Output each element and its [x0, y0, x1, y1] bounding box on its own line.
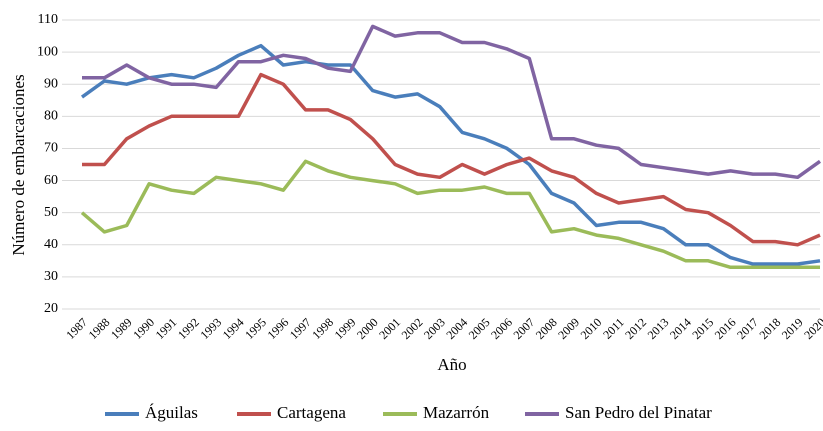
x-tick-label: 2004	[443, 315, 470, 342]
x-axis-label: Año	[437, 355, 466, 374]
x-tick-label: 1990	[130, 315, 157, 342]
x-tick-label: 2002	[399, 315, 426, 342]
x-tick-label: 2009	[555, 315, 582, 342]
series-line	[82, 24, 822, 180]
x-tick-label: 1994	[220, 315, 247, 342]
y-tick-label: 40	[44, 237, 58, 252]
x-tick-label: 1992	[175, 315, 202, 342]
x-tick-label: 2008	[533, 315, 560, 342]
x-tick-label: 2019	[779, 315, 806, 342]
x-tick-label: 2017	[734, 315, 761, 342]
x-tick-label: 2006	[488, 315, 515, 342]
y-tick-label: 70	[44, 141, 58, 156]
x-tick-label: 2020	[801, 315, 823, 342]
x-tick-label: 1999	[332, 315, 359, 342]
y-tick-label: 20	[44, 301, 58, 316]
series-line	[82, 72, 821, 247]
x-tick-label: 2015	[689, 315, 716, 342]
x-tick-label: 1991	[153, 315, 180, 342]
x-tick-label: 1993	[197, 315, 224, 342]
y-tick-label: 30	[44, 269, 58, 284]
x-tick-label: 2016	[712, 315, 739, 342]
y-tick-label: 50	[44, 205, 58, 220]
x-tick-label: 1988	[86, 315, 113, 342]
x-tick-label: 1998	[309, 315, 336, 342]
legend-label: Mazarrón	[423, 403, 490, 422]
x-tick-label: 2001	[376, 315, 403, 342]
series-line	[80, 43, 821, 266]
x-tick-label: 1995	[242, 315, 269, 342]
x-tick-label: 2007	[510, 315, 537, 342]
x-tick-label: 1997	[287, 315, 314, 342]
legend-label: Águilas	[145, 403, 198, 422]
x-tick-label: 1996	[264, 315, 291, 342]
y-tick-label: 80	[44, 109, 58, 124]
y-tick-label: 60	[44, 173, 58, 188]
x-tick-label: 1987	[63, 315, 90, 342]
y-tick-label: 90	[44, 76, 58, 91]
x-tick-label: 2003	[421, 315, 448, 342]
legend-label: San Pedro del Pinatar	[565, 403, 712, 422]
x-tick-label: 2013	[645, 315, 672, 342]
x-tick-label: 2011	[600, 315, 627, 342]
x-tick-label: 2012	[622, 315, 649, 342]
x-tick-label: 2005	[466, 315, 493, 342]
x-tick-label: 1989	[108, 315, 135, 342]
y-tick-label: 100	[37, 44, 58, 59]
x-tick-label: 2014	[667, 315, 694, 342]
x-tick-label: 2000	[354, 315, 381, 342]
x-tick-label: 2018	[756, 315, 783, 342]
x-tick-label: 2010	[578, 315, 605, 342]
y-tick-label: 110	[38, 12, 58, 27]
legend-label: Cartagena	[277, 403, 346, 422]
y-axis-label: Número de embarcaciones	[9, 74, 28, 255]
series-line	[80, 159, 820, 270]
